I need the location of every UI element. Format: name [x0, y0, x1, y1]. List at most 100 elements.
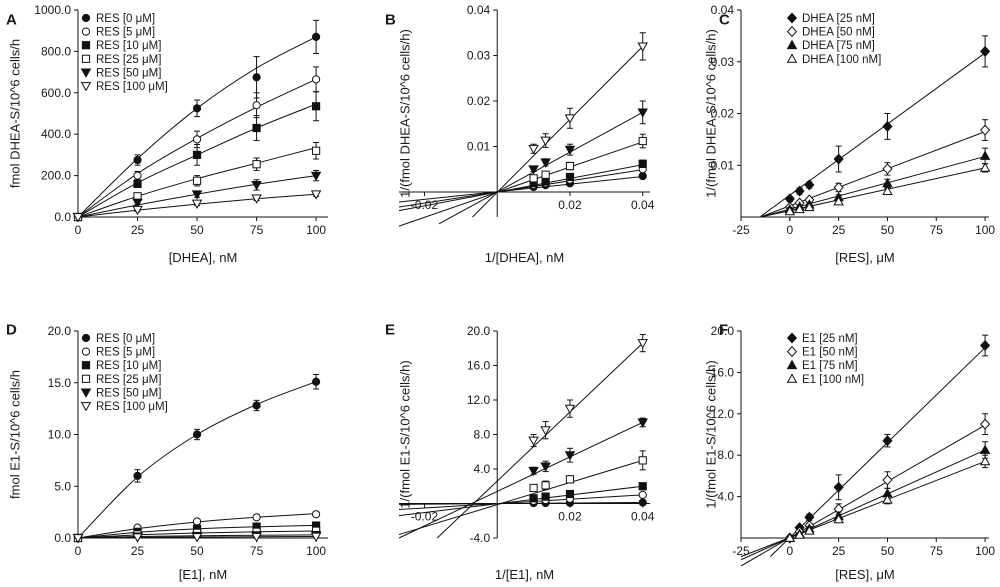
series-square-open — [398, 450, 647, 536]
data-point — [980, 339, 991, 352]
x-tick-label: 0 — [75, 223, 82, 237]
x-tick-label: 0 — [75, 544, 82, 558]
panel-f: F -25 0 25 50 75 100 4.0 8.0 12.0 16.0 20.0 [RES], μ… — [703, 321, 995, 582]
data-point — [310, 532, 322, 542]
series-square-filled — [398, 482, 647, 517]
y-tick-label: 0.01 — [467, 139, 491, 153]
y-axis-label: 1/(fmol E1-S/10^6 cells/h) — [397, 360, 412, 508]
y-tick-label: 12.0 — [711, 407, 735, 421]
data-point — [252, 123, 261, 133]
data-point — [804, 201, 815, 212]
y-tick-label: 0.02 — [467, 94, 491, 108]
data-point — [882, 177, 893, 188]
fit-line — [398, 141, 643, 227]
fit-line — [398, 485, 643, 517]
data-point — [882, 474, 893, 486]
panel-d: D 0 25 50 75 100 0.0 5.0 10.0 15.0 20.0 [E1], nM fmo… — [6, 321, 328, 582]
y-tick-label: 400.0 — [41, 127, 71, 141]
legend-label: E1 [100 nM] — [802, 374, 864, 386]
legend-label: RES [25 μM] — [96, 54, 161, 66]
data-point — [191, 190, 203, 200]
series-triangle-down-open — [72, 532, 322, 544]
data-point — [540, 426, 551, 436]
series-triangle-down-open — [72, 190, 322, 223]
fit-line — [398, 459, 643, 536]
legend-label: RES [0 μM] — [96, 333, 155, 345]
panel-a: A0 25 50 75 1000.0200.0400.0600.0800.01000.0… — [6, 3, 328, 265]
data-point — [979, 162, 991, 172]
x-tick-label: 25 — [131, 544, 145, 558]
data-point — [784, 205, 796, 216]
x-tick-label: 100 — [306, 223, 326, 237]
data-point — [833, 153, 844, 165]
x-axis-label: [RES], μM — [835, 250, 895, 265]
legend-marker — [80, 388, 92, 398]
legend-label: RES [25 μM] — [96, 374, 161, 386]
legend-label: RES [50 μM] — [96, 387, 161, 399]
fit-line — [398, 169, 643, 208]
data-point — [565, 489, 575, 499]
y-tick-label: 20.0 — [48, 324, 72, 338]
data-point — [310, 190, 322, 200]
x-tick-label: 50 — [881, 544, 895, 558]
y-tick-label: 10.0 — [48, 428, 72, 442]
x-tick-label: 50 — [190, 223, 204, 237]
data-point — [192, 176, 202, 185]
y-axis-label: 1/(fmol DHEA-S/10^6 cells/h) — [397, 29, 412, 198]
legend-marker — [786, 53, 798, 63]
legend-marker — [786, 359, 798, 370]
data-point — [251, 194, 262, 204]
data-point — [528, 165, 539, 175]
data-point — [252, 401, 261, 410]
panel-label: B — [385, 11, 396, 28]
legend-marker — [81, 27, 91, 36]
y-tick-label: 15.0 — [48, 376, 72, 390]
fit-line — [438, 111, 643, 225]
data-point — [564, 145, 576, 156]
legend-label: DHEA [25 nM] — [802, 13, 875, 25]
data-point — [794, 185, 805, 197]
data-point — [794, 529, 805, 539]
fit-line — [760, 131, 986, 218]
legend-label: E1 [25 nM] — [802, 333, 858, 345]
y-tick-label: 0.01 — [711, 158, 735, 172]
data-point — [192, 150, 202, 160]
fit-line — [398, 501, 643, 505]
series-diamond-filled — [760, 35, 991, 217]
data-point — [565, 475, 575, 484]
data-point — [541, 170, 550, 179]
fit-line — [398, 421, 643, 539]
x-tick-label: 0 — [786, 544, 793, 558]
legend-marker — [80, 402, 92, 412]
y-tick-label: 600.0 — [41, 86, 71, 100]
x-tick-label: 100 — [975, 544, 995, 558]
x-tick-label: -25 — [732, 223, 750, 237]
legend-label: RES [10 μM] — [96, 360, 161, 372]
data-point — [638, 171, 647, 181]
x-tick-label: 0.04 — [631, 198, 655, 212]
data-point — [528, 466, 539, 477]
data-point — [528, 436, 539, 446]
data-point — [133, 471, 142, 480]
data-point — [804, 525, 815, 535]
y-axis-label: fmol DHEA-S/10^6 cells/h — [7, 39, 22, 188]
data-point — [833, 196, 844, 206]
y-tick-label: 0.0 — [54, 210, 71, 224]
data-point — [132, 198, 143, 208]
y-axis-label: 1/(fmol DHEA-S/10^6 cells/h) — [703, 29, 718, 198]
data-point — [637, 418, 648, 428]
data-point — [882, 185, 893, 196]
data-point — [540, 158, 551, 168]
panel-label: A — [6, 11, 17, 28]
data-point — [638, 136, 647, 146]
series-triangle-down-filled — [72, 169, 322, 223]
data-point — [882, 163, 893, 175]
legend-label: E1 [50 nM] — [802, 347, 858, 359]
data-point — [72, 534, 84, 544]
legend-marker — [81, 333, 91, 343]
y-tick-label: 0.02 — [711, 107, 735, 121]
data-point — [833, 181, 844, 194]
legend-marker — [786, 332, 798, 344]
x-tick-label: -0.02 — [411, 198, 439, 212]
fit-line — [472, 46, 644, 218]
